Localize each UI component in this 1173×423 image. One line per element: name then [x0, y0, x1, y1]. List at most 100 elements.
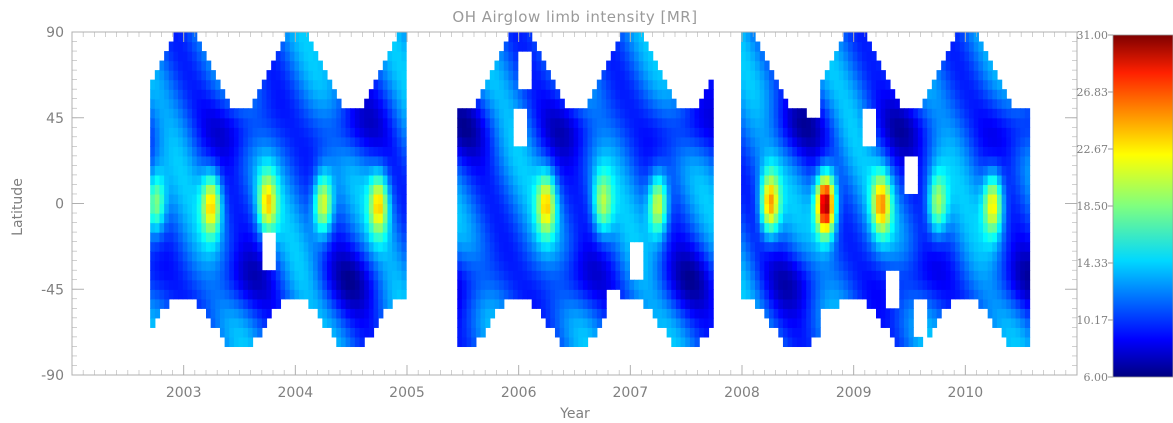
- heat-cell: [382, 79, 389, 90]
- heat-cell: [159, 260, 165, 271]
- heat-cell: [550, 165, 556, 176]
- heat-cell: [657, 251, 663, 262]
- heat-cell: [643, 174, 649, 186]
- heat-cell: [1001, 232, 1007, 243]
- heat-cell: [596, 127, 603, 138]
- heat-cell: [508, 289, 514, 300]
- heat-cell: [666, 89, 672, 100]
- heat-cell: [643, 203, 649, 214]
- heat-cell: [168, 117, 175, 128]
- heat-cell: [280, 203, 286, 214]
- heat-cell: [164, 298, 170, 309]
- heat-cell: [354, 203, 361, 214]
- heat-cell: [801, 155, 807, 166]
- heat-cell: [648, 89, 654, 100]
- heat-cell: [345, 155, 351, 166]
- heat-cell: [294, 108, 300, 119]
- heat-cell: [536, 136, 542, 147]
- heat-cell: [396, 98, 403, 109]
- heat-cell: [675, 241, 682, 252]
- heat-cell: [899, 260, 905, 271]
- heat-cell: [801, 241, 807, 252]
- heat-cell: [457, 203, 463, 214]
- heat-cell: [661, 165, 668, 176]
- heat-cell: [475, 98, 482, 109]
- heat-cell: [396, 70, 403, 81]
- heat-cell: [178, 51, 184, 62]
- heat-cell: [987, 174, 993, 186]
- heat-cell: [280, 108, 286, 119]
- heat-cell: [764, 117, 770, 128]
- heat-cell: [796, 108, 803, 119]
- heat-cell: [671, 241, 677, 252]
- heat-cell: [247, 336, 254, 348]
- heat-cell: [392, 108, 398, 119]
- heat-cell: [685, 336, 691, 348]
- heat-cell: [508, 136, 514, 147]
- heat-cell: [368, 108, 375, 119]
- heat-cell: [396, 232, 403, 243]
- heat-cell: [461, 136, 468, 147]
- colorbar-tick-label: 6.00: [1084, 371, 1109, 384]
- heat-cell: [671, 127, 677, 138]
- heat-cell: [243, 270, 249, 281]
- heat-cell: [1024, 270, 1031, 281]
- heat-cell: [396, 79, 403, 90]
- heat-cell: [796, 146, 803, 157]
- heat-cell: [536, 251, 542, 262]
- heat-cell: [908, 298, 914, 309]
- heat-cell: [666, 317, 672, 328]
- heat-cell: [531, 98, 537, 109]
- heat-cell: [661, 203, 668, 214]
- heat-cell: [275, 298, 282, 309]
- heat-cell: [257, 317, 263, 328]
- heat-cell: [508, 60, 514, 71]
- heat-cell: [601, 89, 607, 100]
- heat-cell: [359, 127, 365, 138]
- heat-cell: [257, 279, 263, 290]
- heat-cell: [801, 184, 807, 195]
- heat-cell: [238, 336, 244, 348]
- heat-cell: [382, 117, 389, 128]
- heat-cell: [634, 146, 640, 157]
- heat-cell: [592, 241, 598, 252]
- heat-cell: [820, 165, 826, 176]
- heat-cell: [573, 193, 579, 205]
- heat-cell: [899, 193, 905, 205]
- heat-cell: [1024, 193, 1031, 205]
- heat-cell: [536, 155, 542, 166]
- heat-cell: [596, 136, 603, 147]
- heat-cell: [634, 127, 640, 138]
- heat-cell: [829, 213, 835, 224]
- heat-cell: [243, 317, 249, 328]
- heat-cell: [592, 174, 598, 186]
- heat-cell: [499, 270, 505, 281]
- heat-cell: [294, 165, 300, 176]
- heat-cell: [345, 317, 351, 328]
- heat-cell: [866, 60, 872, 71]
- heat-cell: [629, 184, 635, 195]
- heat-cell: [489, 136, 496, 147]
- heat-cell: [587, 146, 593, 157]
- heat-cell: [699, 155, 705, 166]
- heat-cell: [801, 270, 807, 281]
- heat-cell: [806, 165, 812, 176]
- heat-cell: [708, 260, 714, 271]
- heat-cell: [601, 241, 607, 252]
- heat-cell: [838, 108, 845, 119]
- heat-cell: [615, 184, 621, 195]
- heat-cell: [257, 203, 263, 214]
- heat-cell: [471, 308, 477, 319]
- heat-cell: [657, 117, 663, 128]
- heat-cell: [150, 241, 156, 252]
- heat-cell: [620, 117, 626, 128]
- heat-cell: [1015, 165, 1021, 176]
- heat-cell: [741, 279, 747, 290]
- heat-cell: [699, 203, 705, 214]
- heat-cell: [206, 203, 212, 214]
- heat-cell: [266, 136, 272, 147]
- heat-cell: [782, 232, 789, 243]
- heat-cell: [876, 308, 882, 319]
- heat-cell: [336, 108, 342, 119]
- heat-cell: [387, 51, 393, 62]
